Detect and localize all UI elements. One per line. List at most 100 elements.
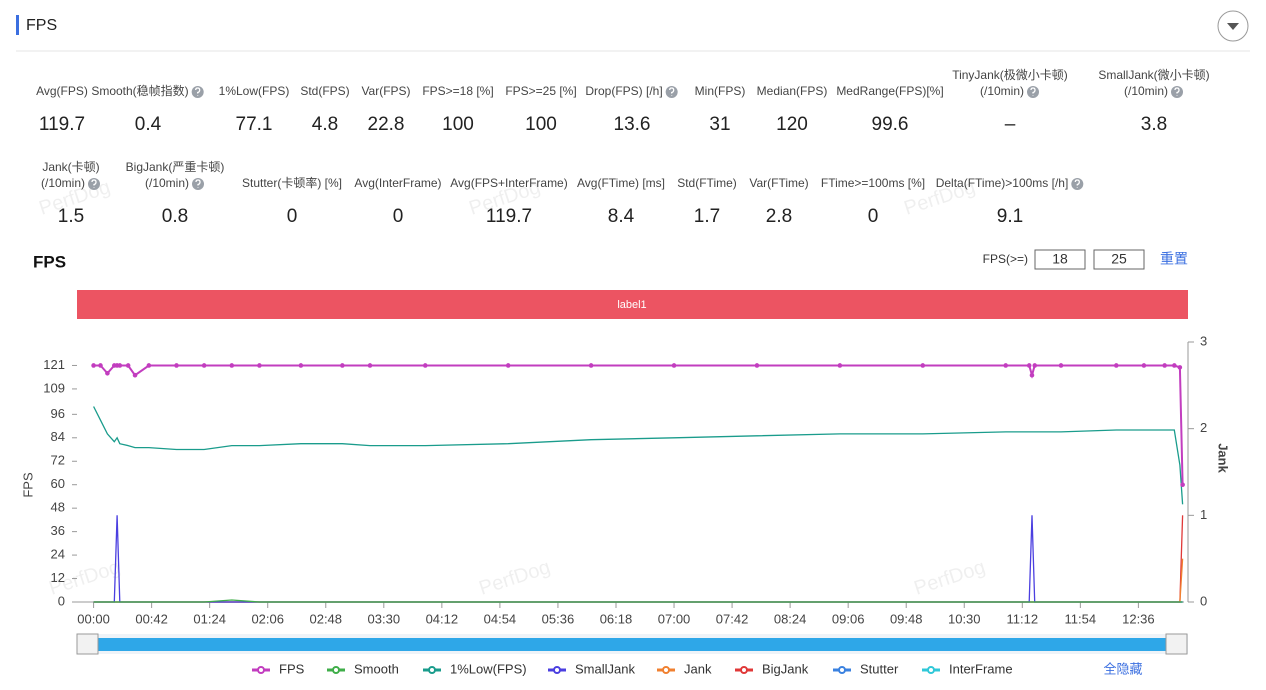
legend-swatch-dot[interactable] (740, 666, 748, 674)
help-mark (669, 87, 675, 96)
stat-value: 77.1 (236, 114, 273, 135)
data-point (105, 370, 110, 376)
stat-label: (/10min) (1124, 84, 1168, 98)
legend-swatch-dot[interactable] (927, 666, 935, 674)
chart-title: FPS (33, 252, 66, 271)
stat-label: FTime>=100ms [%] (821, 176, 925, 190)
legend-label[interactable]: Smooth (354, 661, 399, 676)
data-point (671, 363, 677, 368)
stat-value: 119.7 (39, 114, 85, 135)
stat-value: 0 (287, 206, 298, 227)
hide-all-button[interactable]: 全隐藏 (1103, 661, 1142, 676)
stat-value: 4.8 (312, 114, 338, 135)
legend-label[interactable]: 1%Low(FPS) (450, 661, 527, 676)
threshold-input[interactable] (1093, 249, 1145, 270)
data-point (920, 363, 926, 368)
stat-value: 9.1 (997, 206, 1023, 227)
x-tick-label: 09:48 (890, 611, 923, 626)
legend-swatch-dot[interactable] (257, 666, 265, 674)
threshold-input[interactable] (1034, 249, 1086, 270)
data-point (1026, 363, 1032, 368)
legend-swatch-dot[interactable] (838, 666, 846, 674)
data-point (1162, 363, 1167, 368)
x-tick-label: 02:06 (251, 611, 284, 626)
y-tick-label: 121 (43, 357, 65, 372)
data-point (229, 363, 235, 368)
legend-label[interactable]: InterFrame (949, 661, 1013, 676)
navigator-handle[interactable] (76, 633, 99, 655)
section-title: FPS (26, 17, 57, 34)
legend-label[interactable]: BigJank (762, 661, 809, 676)
stat-label: Smooth(稳帧指数) (91, 83, 188, 98)
stat-value: 22.8 (368, 114, 405, 135)
legend-label[interactable]: FPS (279, 661, 305, 676)
x-tick-label: 04:12 (426, 611, 459, 626)
y-tick-label: 60 (51, 476, 65, 491)
stat-value: 1.7 (694, 206, 720, 227)
navigator-range[interactable] (98, 638, 1166, 651)
fps-threshold-label: FPS(>=) (983, 252, 1028, 266)
stat-value: 120 (776, 114, 808, 135)
stat-value: 1.5 (58, 206, 84, 227)
y2-axis-label: Jank (1216, 443, 1231, 473)
x-tick-label: 00:42 (135, 611, 168, 626)
stat-label: Min(FPS) (695, 84, 746, 98)
y-tick-label: 24 (51, 547, 65, 562)
data-point (1029, 372, 1035, 378)
x-tick-label: 06:18 (600, 611, 633, 626)
legend-swatch-dot[interactable] (332, 666, 340, 674)
stat-value: 13.6 (614, 114, 651, 135)
x-tick-label: 01:24 (193, 611, 226, 626)
data-point (1172, 363, 1177, 368)
help-mark (195, 179, 201, 188)
y-tick-label: 48 (51, 500, 65, 515)
stat-label: Avg(FPS+InterFrame) (450, 176, 567, 190)
stat-label: SmallJank(微小卡顿) (1098, 68, 1209, 82)
legend-swatch-dot[interactable] (662, 666, 670, 674)
stat-value: 31 (709, 114, 730, 135)
navigator-handle[interactable] (1165, 633, 1188, 655)
stat-label: BigJank(严重卡顿) (126, 160, 225, 174)
stat-value: 99.6 (872, 114, 909, 135)
legend-swatch-dot[interactable] (428, 666, 436, 674)
legend-label[interactable]: SmallJank (575, 661, 635, 676)
x-tick-label: 08:24 (774, 611, 807, 626)
series-line (93, 364, 1184, 485)
stat-label: (/10min) (980, 84, 1024, 98)
y-axis-label: FPS (20, 472, 35, 498)
threshold-value[interactable]: 25 (1111, 251, 1127, 267)
stat-label: FPS>=25 [%] (505, 84, 576, 98)
reset-button[interactable]: 重置 (1160, 251, 1188, 267)
data-point (1141, 363, 1147, 368)
threshold-value[interactable]: 18 (1052, 251, 1068, 267)
x-tick-label: 07:42 (716, 611, 749, 626)
data-point (1003, 363, 1009, 368)
help-mark (1074, 179, 1080, 188)
label-band (77, 290, 1188, 319)
x-tick-label: 05:36 (542, 611, 575, 626)
stat-label: FPS>=18 [%] (422, 84, 493, 98)
legend-swatch-dot[interactable] (553, 666, 561, 674)
data-point (298, 363, 304, 368)
stat-value: 0.4 (135, 114, 162, 135)
data-point (754, 363, 760, 368)
stat-value: 119.7 (486, 206, 532, 227)
stat-label: Avg(FTime) [ms] (577, 176, 665, 190)
data-point (146, 363, 152, 368)
collapse-arrow[interactable] (1227, 23, 1239, 30)
y-tick-label: 36 (51, 523, 65, 538)
legend-label[interactable]: Stutter (860, 661, 899, 676)
range-navigator[interactable] (76, 633, 1188, 655)
help-mark (91, 179, 97, 188)
stat-label: Var(FPS) (361, 84, 410, 98)
x-tick-label: 11:54 (1065, 611, 1097, 626)
data-point (91, 363, 96, 368)
data-point (1180, 482, 1185, 488)
data-point (98, 363, 103, 368)
legend-label[interactable]: Jank (684, 661, 712, 676)
y2-tick-label: 0 (1200, 593, 1207, 608)
stat-value: 3.8 (1141, 114, 1167, 135)
collapse-button[interactable] (1217, 10, 1249, 42)
